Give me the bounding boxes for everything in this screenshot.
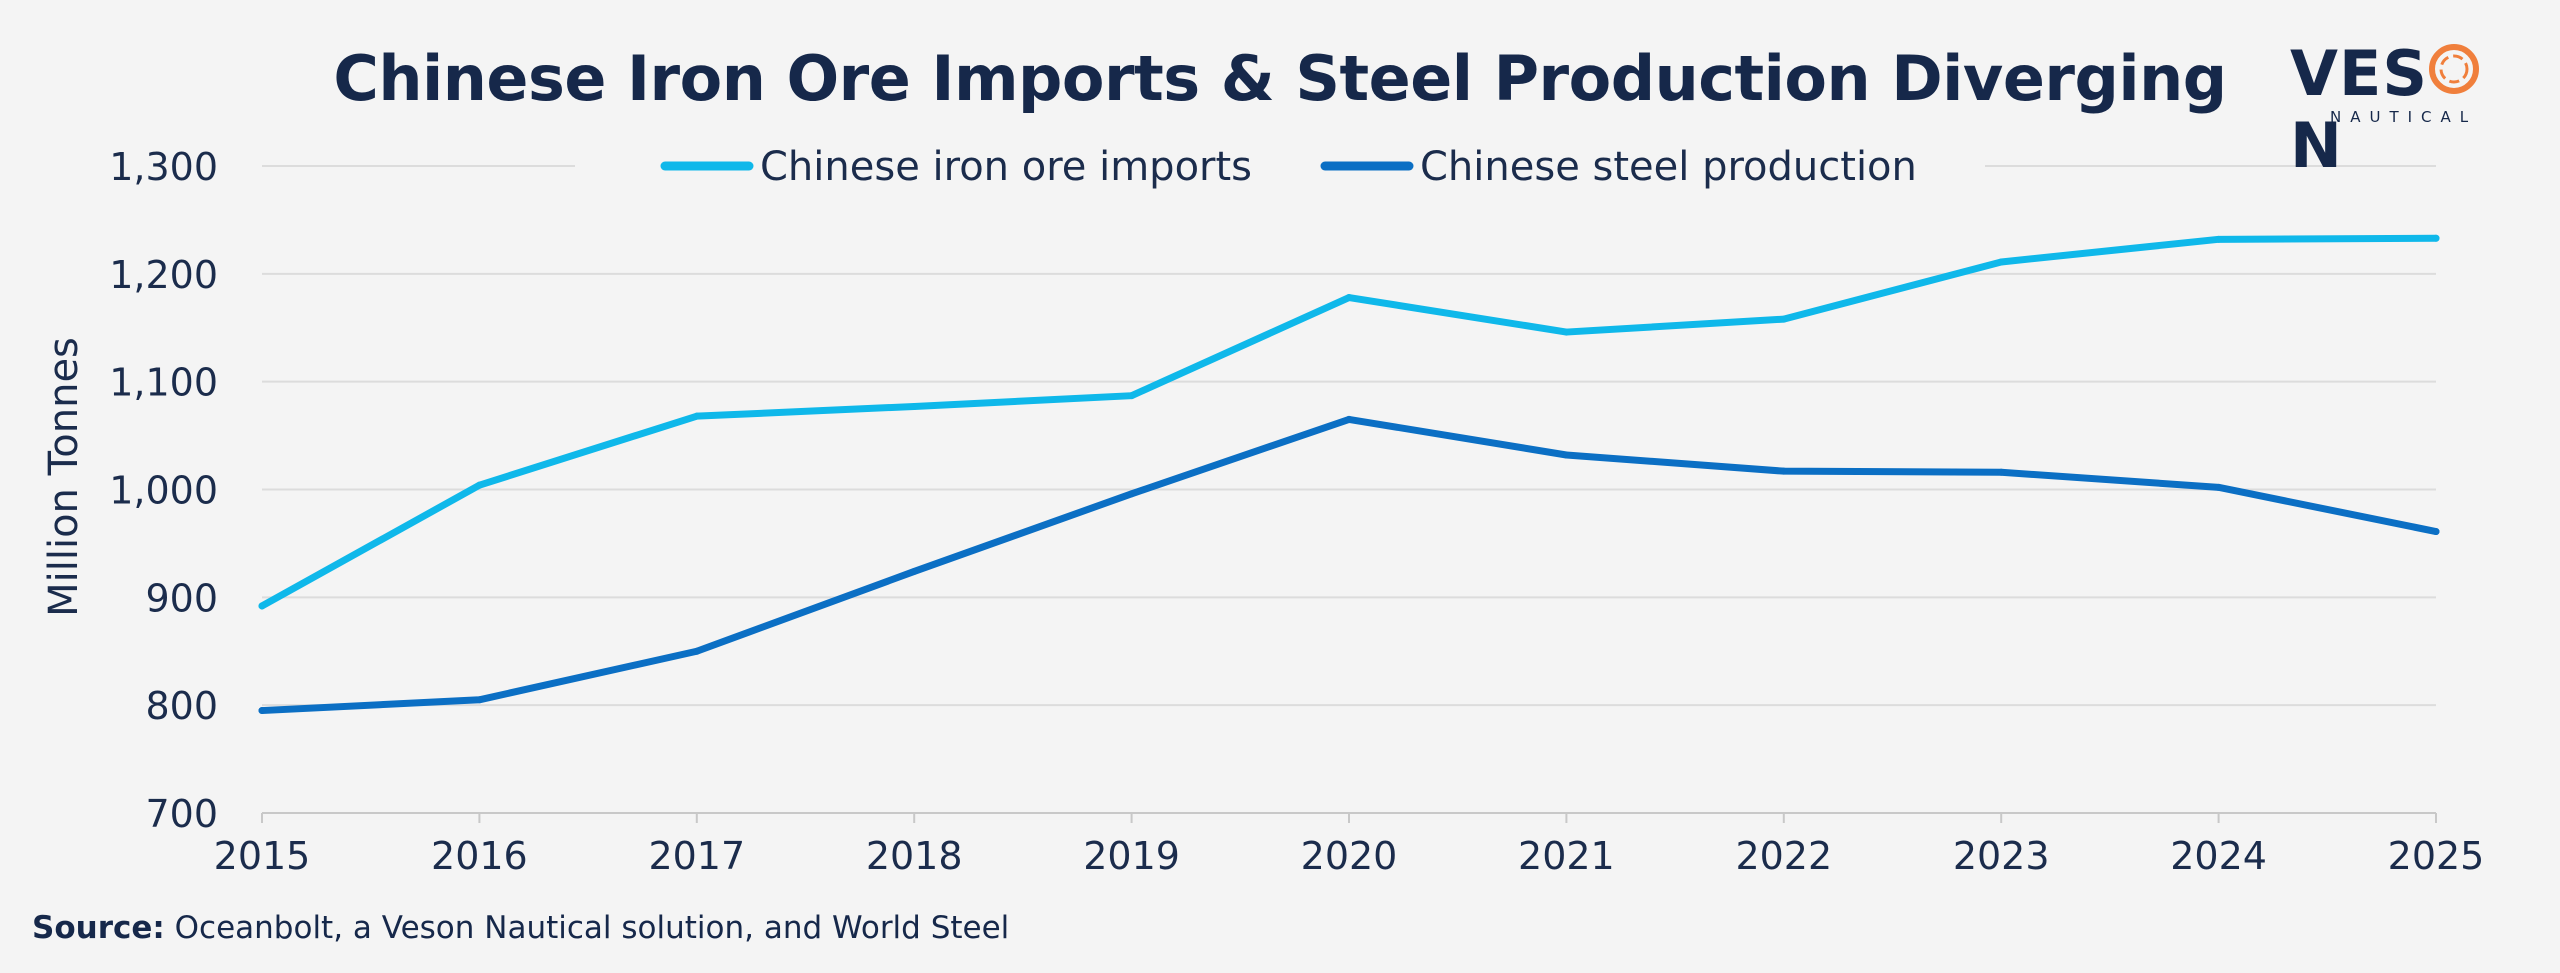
data-point (258, 602, 266, 610)
data-point (910, 567, 918, 575)
data-point (2215, 483, 2223, 491)
y-tick-label: 1,100 (109, 361, 218, 405)
series-line-steel-production (258, 415, 2440, 715)
data-point (2215, 235, 2223, 243)
logo-o-ring: O (2428, 39, 2480, 99)
data-point (1997, 468, 2005, 476)
source-label: Source: (32, 910, 165, 946)
logo-wordmark: VESO N (2290, 38, 2520, 182)
data-point (693, 647, 701, 655)
y-tick-label: 700 (145, 792, 218, 836)
data-point (1562, 451, 1570, 459)
x-tick-label: 2022 (1735, 834, 1832, 878)
x-tick-label: 2018 (866, 834, 963, 878)
data-point (475, 481, 483, 489)
veson-nautical-logo: VESO N NAUTICAL (2290, 38, 2520, 182)
x-tick-label: 2023 (1953, 834, 2050, 878)
data-point (1345, 415, 1353, 423)
data-point (2432, 234, 2440, 242)
y-tick-label: 1,200 (109, 253, 218, 297)
y-tick-label: 1,000 (109, 469, 218, 513)
data-point (910, 402, 918, 410)
y-axis-label: Million Tonnes (41, 337, 87, 617)
data-point (1562, 328, 1570, 336)
data-point (1997, 258, 2005, 266)
logo-subtext: NAUTICAL (2330, 108, 2478, 126)
legend-label: Chinese steel production (1420, 144, 1917, 190)
source-text: Oceanbolt, a Veson Nautical solution, an… (174, 910, 1010, 946)
x-tick-label: 2019 (1083, 834, 1180, 878)
data-point (1128, 490, 1136, 498)
data-point (258, 707, 266, 715)
data-point (475, 696, 483, 704)
data-point (2432, 528, 2440, 536)
data-point (1780, 467, 1788, 475)
data-point (693, 412, 701, 420)
chart-title: Chinese Iron Ore Imports & Steel Product… (333, 42, 2227, 115)
x-tick-label: 2025 (2388, 834, 2485, 878)
logo-ring-mark (2429, 44, 2479, 94)
source-note: Source: Oceanbolt, a Veson Nautical solu… (32, 910, 1009, 946)
legend-label: Chinese iron ore imports (760, 144, 1252, 190)
x-tick-label: 2021 (1518, 834, 1615, 878)
logo-word-prefix: VES (2290, 37, 2428, 110)
y-tick-label: 900 (145, 576, 218, 620)
x-tick-label: 2015 (214, 834, 311, 878)
x-tick-label: 2016 (431, 834, 528, 878)
data-point (1780, 315, 1788, 323)
data-point (1345, 294, 1353, 302)
data-point (1128, 392, 1136, 400)
logo-word-suffix: N (2290, 109, 2343, 182)
x-tick-label: 2017 (648, 834, 745, 878)
x-tick-label: 2020 (1301, 834, 1398, 878)
x-tick-label: 2024 (2170, 834, 2267, 878)
y-tick-label: 800 (145, 684, 218, 728)
y-tick-label: 1,300 (109, 145, 218, 189)
